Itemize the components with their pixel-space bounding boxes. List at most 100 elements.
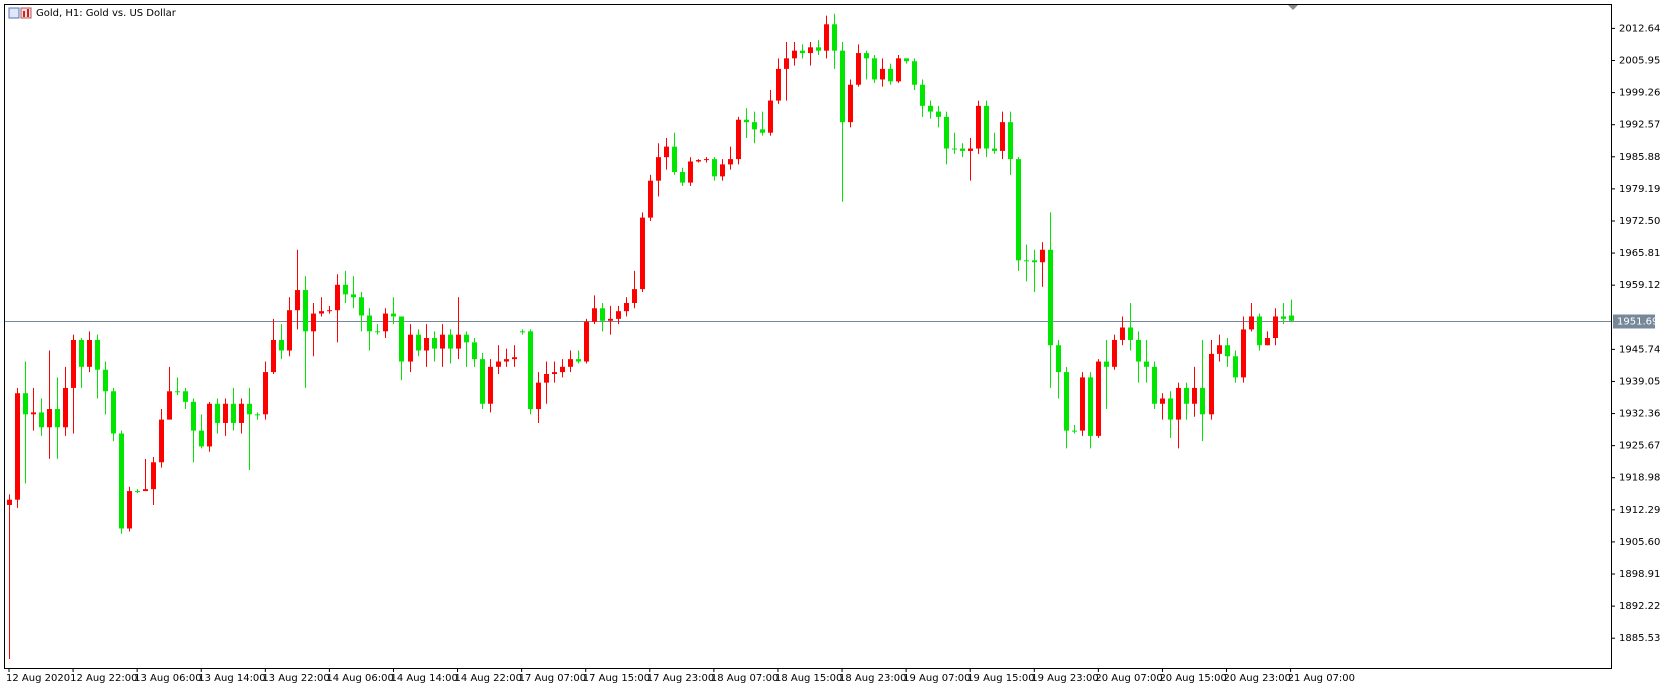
candle-body xyxy=(560,366,565,373)
candle-body xyxy=(488,366,493,404)
candle-body xyxy=(432,338,437,349)
candle-body xyxy=(544,374,549,383)
x-tick-label: 18 Aug 07:00 xyxy=(711,673,778,684)
candle-body xyxy=(1233,356,1238,378)
candle-body xyxy=(1040,249,1045,263)
candle-body xyxy=(1209,353,1214,415)
candle-body xyxy=(712,159,717,177)
candle-body xyxy=(319,311,324,314)
candle-body xyxy=(1056,345,1061,373)
candle-body xyxy=(287,310,292,351)
candle-body xyxy=(143,489,148,492)
candle-body xyxy=(640,217,645,290)
x-tick-label: 19 Aug 07:00 xyxy=(903,673,970,684)
y-tick-label: 1912.29 xyxy=(1619,505,1660,516)
candle-body xyxy=(1064,372,1069,431)
candle-body xyxy=(792,50,797,59)
candle-body xyxy=(1112,339,1117,367)
candle-body xyxy=(824,24,829,51)
candle-body xyxy=(7,499,12,505)
candle-body xyxy=(311,313,316,332)
x-tick-label: 13 Aug 06:00 xyxy=(134,673,201,684)
candle-body xyxy=(1088,377,1093,436)
candle-body xyxy=(1265,338,1270,346)
candle-body xyxy=(279,339,284,351)
candle-body xyxy=(1144,361,1149,367)
candle-body xyxy=(696,160,701,162)
candle-body xyxy=(416,334,421,351)
candle-body xyxy=(528,331,533,410)
candle-body xyxy=(1072,430,1077,432)
candle-body xyxy=(504,359,509,362)
candle-body xyxy=(1000,122,1005,151)
candle-body xyxy=(167,391,172,420)
candle-body xyxy=(175,391,180,393)
y-tick-label: 1972.50 xyxy=(1619,216,1660,227)
candle-body xyxy=(367,315,372,332)
candle-body xyxy=(632,289,637,304)
candle-body xyxy=(960,148,965,151)
candle-body xyxy=(335,284,340,311)
candle-body xyxy=(880,68,885,80)
candle-body xyxy=(728,159,733,165)
price-label-box xyxy=(1613,314,1655,329)
x-tick-label: 21 Aug 07:00 xyxy=(1288,673,1355,684)
candle-body xyxy=(784,58,789,69)
candle-body xyxy=(568,359,573,367)
candle-body xyxy=(872,58,877,80)
candle-body xyxy=(1217,345,1222,354)
x-tick-label: 19 Aug 15:00 xyxy=(967,673,1034,684)
candle-body xyxy=(512,357,517,360)
candle-body xyxy=(896,58,901,82)
candle-body xyxy=(976,105,981,149)
x-tick-label: 17 Aug 23:00 xyxy=(647,673,714,684)
candle-body xyxy=(1184,387,1189,404)
candle-body xyxy=(480,359,485,404)
candle-body xyxy=(672,146,677,173)
candle-body xyxy=(87,339,92,367)
candle-body xyxy=(1104,361,1109,367)
y-tick-label: 2012.64 xyxy=(1619,23,1660,34)
candle-body xyxy=(624,303,629,312)
y-tick-label: 1905.60 xyxy=(1619,537,1660,548)
candle-body xyxy=(848,84,853,123)
candle-body xyxy=(456,334,461,349)
candles xyxy=(7,13,1294,659)
x-tick-label: 17 Aug 15:00 xyxy=(583,673,650,684)
candle-body xyxy=(263,372,268,415)
candle-body xyxy=(864,53,869,59)
candle-body xyxy=(688,161,693,183)
y-tick-label: 1979.19 xyxy=(1619,184,1660,195)
candle-body xyxy=(1168,398,1173,420)
candle-body xyxy=(103,369,108,392)
candle-body xyxy=(920,84,925,106)
candle-body xyxy=(1152,366,1157,404)
candle-body xyxy=(968,148,973,151)
candle-body xyxy=(800,50,805,54)
candle-body xyxy=(111,391,116,434)
candle-body xyxy=(760,129,765,133)
candle-body xyxy=(95,339,100,370)
candle-body xyxy=(744,119,749,123)
candle-body xyxy=(984,105,989,149)
y-tick-label: 1945.74 xyxy=(1619,344,1660,355)
candle-body xyxy=(1016,159,1021,261)
y-tick-label: 1965.81 xyxy=(1619,248,1660,259)
candle-body xyxy=(576,359,581,362)
candle-body xyxy=(928,105,933,112)
candle-body xyxy=(1273,316,1278,339)
candle-body xyxy=(1241,329,1246,378)
candle-body xyxy=(55,409,60,428)
shift-marker xyxy=(1288,5,1298,10)
x-tick-label: 18 Aug 15:00 xyxy=(775,673,842,684)
candle-body xyxy=(151,462,156,490)
candle-body xyxy=(1192,387,1197,404)
candle-body xyxy=(135,491,140,493)
candle-body xyxy=(191,401,196,431)
candle-body xyxy=(616,311,621,319)
candle-body xyxy=(1160,398,1165,404)
candle-body xyxy=(656,157,661,181)
candle-body xyxy=(440,334,445,349)
candle-body xyxy=(47,409,52,428)
y-tick-label: 1939.05 xyxy=(1619,376,1660,387)
